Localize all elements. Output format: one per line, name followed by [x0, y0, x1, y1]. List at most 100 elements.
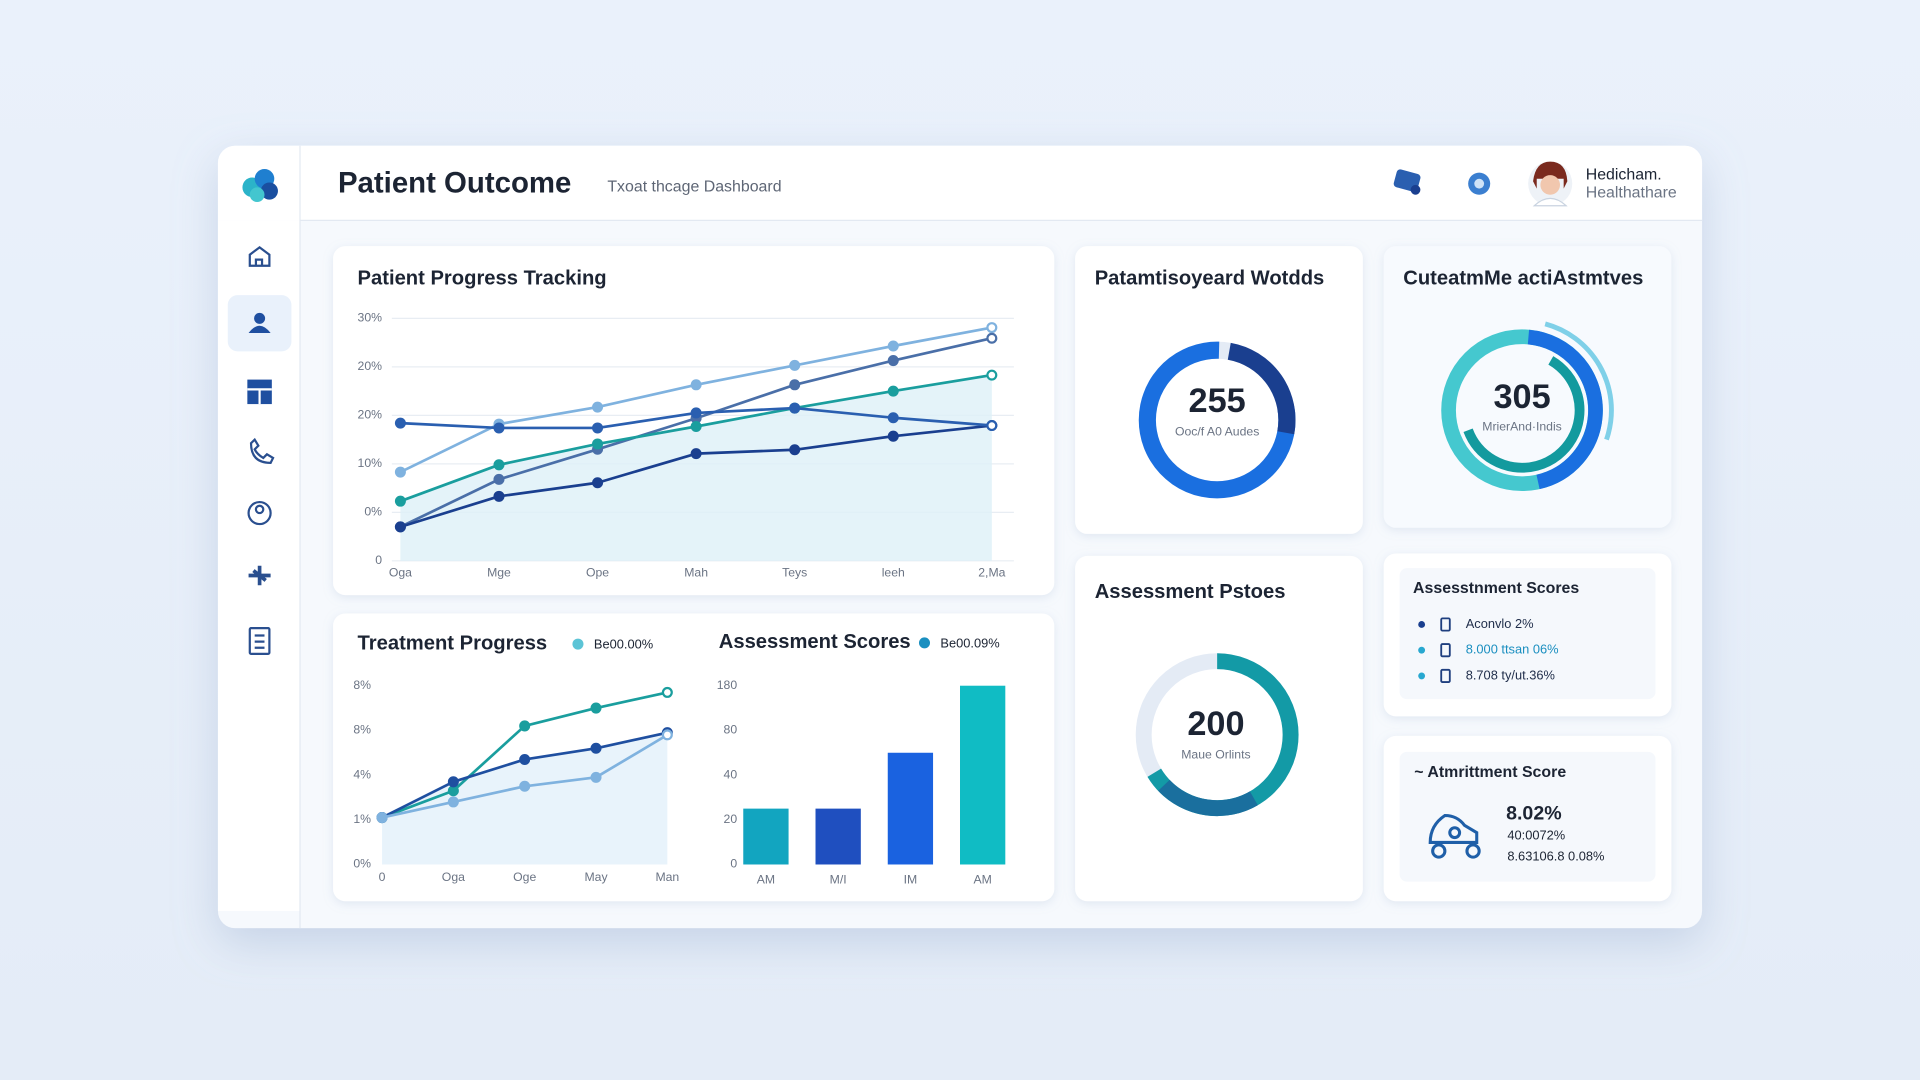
x-tick-label: 0 [379, 870, 386, 884]
data-point [592, 401, 604, 413]
stat-value: 255 [1189, 382, 1246, 420]
data-point [493, 459, 505, 471]
score-line: 8.63106.8 0.08% [1507, 849, 1604, 864]
data-point [447, 785, 459, 797]
donut [1138, 341, 1296, 499]
donut [1430, 318, 1614, 503]
area [400, 375, 992, 561]
data-point [590, 771, 602, 783]
list-icon [1440, 668, 1451, 683]
y-tick-label: 20% [358, 408, 383, 422]
y-tick-label: 30% [358, 311, 383, 325]
notification-icon[interactable] [1393, 169, 1421, 195]
data-point [789, 359, 801, 371]
nav-medical[interactable] [248, 565, 271, 586]
data-point [789, 444, 801, 456]
data-point [493, 473, 505, 485]
data-point [592, 477, 604, 489]
x-tick-label: AM [757, 873, 775, 887]
y-tick-label: 0 [375, 553, 382, 567]
bar [960, 685, 1006, 865]
x-tick-label: AM [973, 873, 991, 887]
bar [743, 808, 789, 865]
data-point [519, 753, 531, 765]
area [382, 732, 668, 865]
sidebar-icons [227, 245, 292, 655]
list-bullet [1418, 672, 1426, 680]
data-point [590, 702, 602, 714]
data-point [519, 720, 531, 732]
x-tick-label: Oga [389, 565, 412, 579]
y-tick-label: 8% [353, 723, 371, 737]
x-tick-label: Teys [782, 565, 807, 579]
x-tick-label: May [584, 870, 608, 884]
list-item: 8.000 ttsan 06% [1466, 642, 1559, 657]
nav-reports[interactable] [248, 627, 271, 655]
list-icon [1440, 617, 1451, 632]
data-point [690, 379, 702, 391]
y-tick-label: 8% [353, 678, 371, 692]
stat-value: 305 [1493, 378, 1550, 416]
score-card-inner [1399, 751, 1656, 882]
header-bar [217, 145, 1703, 221]
list-bullet [1418, 646, 1426, 654]
bar [815, 808, 861, 865]
data-point [447, 776, 459, 788]
x-tick-label: 2,Ma [978, 565, 1005, 579]
x-tick-label: leeh [882, 565, 905, 579]
user-avatar[interactable] [1528, 161, 1573, 207]
data-point [447, 796, 459, 808]
page-subtitle: Txoat thcage Dashboard [607, 179, 781, 196]
data-point [493, 490, 505, 502]
user-role: Healthathare [1586, 185, 1677, 202]
stat-caption: MrierAnd·Indis [1482, 420, 1562, 434]
x-tick-label: M/I [830, 873, 847, 887]
y-tick-label: 0% [353, 857, 371, 871]
y-tick-label: 180 [717, 678, 738, 692]
data-point [661, 729, 673, 741]
data-point [986, 322, 998, 334]
legend-label: Be00.00% [594, 637, 653, 652]
y-tick-label: 0 [730, 857, 737, 871]
bar [887, 752, 934, 865]
nav-profile[interactable] [247, 500, 272, 526]
nav-home[interactable] [248, 245, 271, 267]
x-tick-label: Mah [684, 565, 708, 579]
data-point [590, 742, 602, 754]
data-point [376, 812, 388, 824]
y-tick-label: 0% [364, 505, 382, 519]
data-point [986, 369, 998, 381]
y-tick-label: 40 [724, 767, 738, 781]
stat-title: Assessment Pstoes [1095, 581, 1286, 603]
x-tick-label: Ope [586, 565, 609, 579]
data-point [394, 521, 406, 533]
score-value: 8.02% [1506, 802, 1562, 824]
stat-caption: Ooc/f A0 Audes [1175, 424, 1259, 438]
nav-patients[interactable] [254, 312, 266, 324]
stat-title: Patamtisoyeard Wotdds [1095, 268, 1325, 290]
list-item: 8.708 ty/ut.36% [1466, 667, 1555, 682]
data-point [592, 438, 604, 450]
y-tick-label: 1% [353, 812, 371, 826]
legend-swatch [572, 638, 584, 650]
score-card-title: ~ Atmrittment Score [1414, 764, 1566, 781]
data-point [493, 422, 505, 434]
legend-label: Be00.09% [940, 635, 999, 650]
chart-title: Treatment Progress [358, 632, 548, 654]
data-point [690, 420, 702, 433]
data-point [690, 448, 702, 460]
data-point [592, 422, 604, 434]
settings-icon[interactable] [1468, 172, 1491, 195]
y-tick-label: 10% [358, 456, 383, 470]
data-point [986, 332, 998, 344]
nav-calls[interactable] [249, 437, 275, 464]
y-tick-label: 20 [724, 812, 738, 826]
list-item: Aconvlo 2% [1466, 616, 1534, 631]
list-bullet [1418, 621, 1426, 628]
data-point [789, 379, 801, 391]
data-point [661, 686, 673, 698]
x-tick-label: Mge [487, 565, 511, 579]
data-point [986, 420, 998, 432]
